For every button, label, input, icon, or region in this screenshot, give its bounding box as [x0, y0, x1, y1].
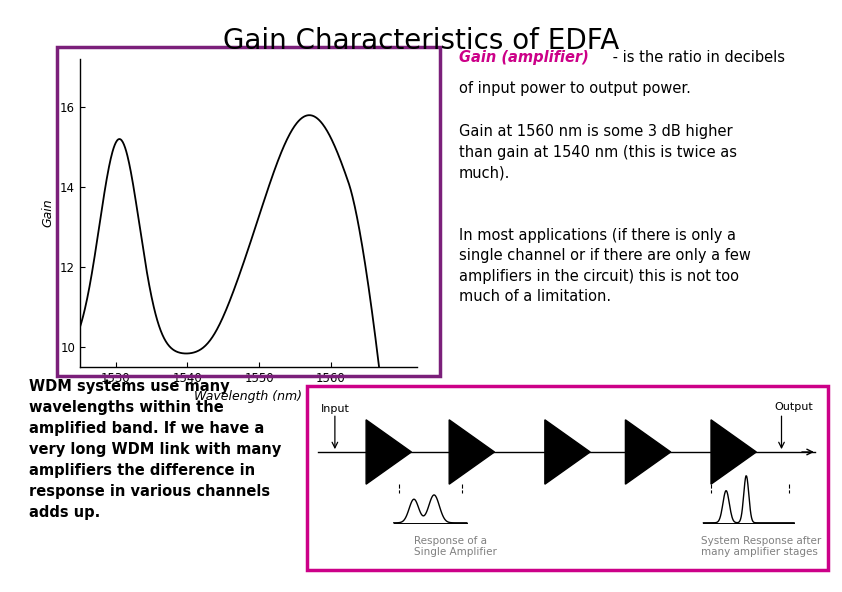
Text: System Response after
many amplifier stages: System Response after many amplifier sta… — [701, 536, 821, 557]
Text: Gain Characteristics of EDFA: Gain Characteristics of EDFA — [223, 27, 619, 54]
Polygon shape — [545, 420, 590, 484]
Text: Gain (amplifier): Gain (amplifier) — [459, 50, 589, 65]
Text: Input: Input — [321, 404, 349, 414]
Text: of input power to output power.: of input power to output power. — [459, 81, 690, 96]
Text: Gain at 1560 nm is some 3 dB higher
than gain at 1540 nm (this is twice as
much): Gain at 1560 nm is some 3 dB higher than… — [459, 124, 737, 180]
Polygon shape — [449, 420, 494, 484]
X-axis label: Wavelength (nm): Wavelength (nm) — [195, 391, 302, 404]
Text: Response of a
Single Amplifier: Response of a Single Amplifier — [414, 536, 497, 557]
Polygon shape — [626, 420, 671, 484]
Y-axis label: Gain: Gain — [41, 199, 55, 227]
Polygon shape — [366, 420, 412, 484]
Text: WDM systems use many
wavelengths within the
amplified band. If we have a
very lo: WDM systems use many wavelengths within … — [29, 379, 282, 520]
Text: In most applications (if there is only a
single channel or if there are only a f: In most applications (if there is only a… — [459, 228, 751, 304]
Text: Output: Output — [774, 402, 813, 412]
Text: - is the ratio in decibels: - is the ratio in decibels — [608, 50, 785, 65]
Polygon shape — [711, 420, 756, 484]
